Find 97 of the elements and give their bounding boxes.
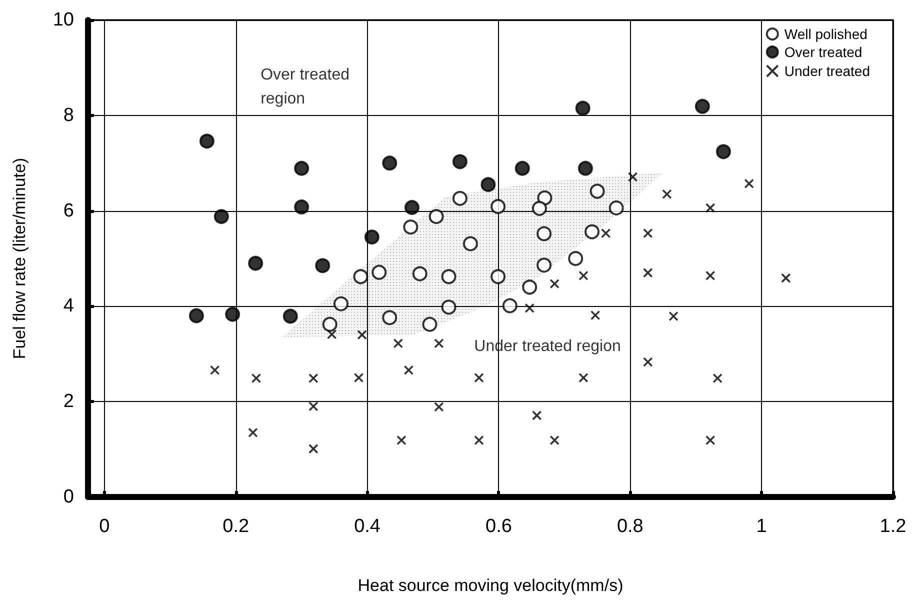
- point: [308, 401, 318, 412]
- point: [502, 298, 518, 314]
- point: [600, 228, 611, 238]
- point: [780, 273, 791, 283]
- point: [536, 226, 552, 242]
- y-tick-label: 0: [63, 486, 74, 508]
- point: [474, 372, 484, 383]
- point: [428, 209, 444, 224]
- point: [412, 266, 428, 282]
- point: [524, 303, 534, 314]
- point: [372, 264, 387, 280]
- point: [480, 177, 496, 192]
- y-tick-label: 4: [63, 296, 74, 317]
- point: [744, 178, 754, 189]
- point: [422, 316, 438, 332]
- point: [434, 402, 444, 412]
- legend-label: Under treated: [784, 63, 870, 79]
- point: [382, 310, 398, 326]
- point: [199, 134, 214, 149]
- y-axis-title: Fuel flow rate (liter/minute): [10, 158, 29, 360]
- x-tick-label: 0.2: [222, 516, 250, 537]
- point: [294, 199, 310, 214]
- point: [705, 435, 716, 446]
- point: [584, 224, 600, 240]
- x-tick-label: 1: [756, 516, 767, 537]
- point: [393, 338, 404, 348]
- point: [590, 310, 600, 320]
- point: [578, 372, 588, 383]
- point: [251, 373, 262, 384]
- point: [490, 199, 506, 214]
- point: [514, 160, 530, 176]
- y-tick-label: 6: [63, 200, 74, 222]
- point: [404, 200, 420, 215]
- point: [705, 270, 716, 281]
- point: [628, 172, 638, 182]
- point: [550, 435, 560, 446]
- point: [441, 300, 456, 315]
- point: [532, 410, 542, 420]
- point: [462, 236, 478, 252]
- point: [282, 308, 298, 324]
- point: [248, 256, 264, 271]
- point: [326, 329, 337, 340]
- point: [575, 100, 590, 116]
- x-tick-label: 0.4: [354, 516, 381, 537]
- y-tick-label: 8: [63, 104, 74, 126]
- point: [550, 278, 560, 289]
- point: [642, 357, 653, 367]
- point: [716, 144, 731, 160]
- point: [452, 154, 468, 170]
- x-axis-title: Heat source moving velocity(mm/s): [358, 576, 624, 595]
- point: [322, 316, 338, 332]
- point: [357, 330, 367, 340]
- point: [188, 308, 204, 324]
- point: [315, 258, 330, 274]
- point: [522, 280, 538, 295]
- point: [364, 230, 380, 245]
- x-tick-label: 0.8: [616, 516, 644, 537]
- point: [694, 98, 710, 114]
- point: [705, 203, 716, 213]
- point: [536, 258, 552, 273]
- point: [668, 311, 678, 322]
- point: [404, 365, 414, 376]
- point: [214, 209, 229, 224]
- point: [248, 428, 258, 438]
- point: [608, 200, 624, 216]
- point: [354, 372, 364, 383]
- point: [334, 296, 348, 312]
- point: [308, 373, 318, 384]
- point: [662, 189, 672, 200]
- point: [434, 338, 444, 348]
- point: [578, 270, 588, 281]
- x-tick-label: 0: [99, 516, 110, 537]
- point: [474, 435, 484, 446]
- point: [353, 269, 368, 284]
- point: [490, 269, 506, 284]
- point: [403, 220, 418, 235]
- x-tick-label: 0.6: [486, 516, 512, 537]
- legend-label: Over treated: [784, 44, 862, 60]
- point: [294, 160, 310, 176]
- point: [712, 373, 722, 384]
- point: [452, 190, 468, 206]
- point: [642, 268, 653, 278]
- point: [441, 269, 456, 284]
- annotation: Over treated region: [260, 66, 350, 108]
- point: [225, 306, 240, 322]
- x-tick-label: 1.2: [880, 516, 906, 537]
- y-tick-label: 2: [63, 391, 74, 412]
- point: [396, 435, 406, 446]
- point: [210, 365, 220, 376]
- point: [590, 184, 605, 199]
- point: [642, 228, 653, 238]
- point: [382, 156, 398, 171]
- legend-label: Well polished: [784, 26, 868, 42]
- y-tick-label: 10: [52, 10, 74, 30]
- point: [578, 160, 593, 176]
- point: [532, 200, 547, 216]
- point: [308, 444, 318, 454]
